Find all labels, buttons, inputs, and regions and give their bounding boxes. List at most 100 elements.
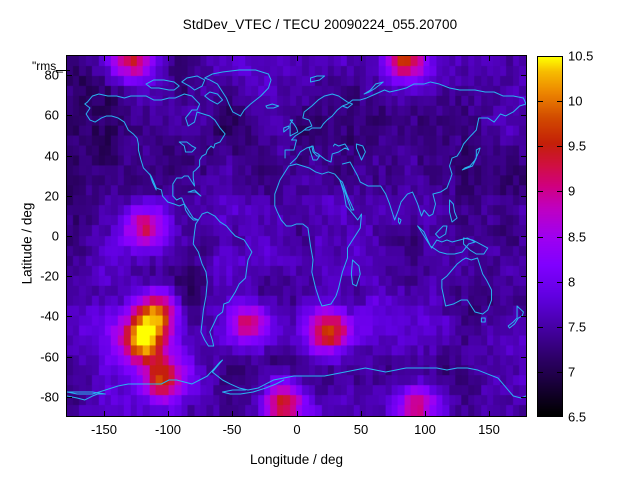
coastline-path (275, 164, 362, 306)
colorbar-tick-label: 10.5 (568, 48, 594, 64)
colorbar-tick (557, 101, 562, 102)
y-axis-tick (521, 236, 526, 237)
colorbar-tick-label: 7 (568, 364, 576, 380)
y-axis-tick (67, 196, 72, 197)
x-axis-tick (361, 56, 362, 61)
x-axis-tick-label: -100 (154, 422, 182, 437)
y-axis-tick (521, 357, 526, 358)
coastline-path (356, 144, 365, 160)
y-axis-title: Latitude / deg (19, 202, 35, 285)
coastline-path (290, 144, 349, 164)
coastline-path (223, 380, 284, 394)
coastline-path (182, 76, 205, 90)
y-axis-tick (67, 75, 72, 76)
coastline-path (462, 148, 480, 170)
y-axis-tick-label: 20 (44, 188, 59, 204)
coastline-path (85, 94, 225, 220)
y-axis-tick (67, 316, 72, 317)
colorbar-tick-label: 9 (568, 183, 576, 199)
coastline-path (266, 104, 279, 108)
y-axis-tick-label: -60 (40, 349, 59, 365)
coastline-path (481, 318, 485, 322)
coastline-path (150, 174, 156, 190)
y-axis-tick (67, 397, 72, 398)
coastline-path (508, 306, 523, 328)
colorbar (537, 56, 563, 417)
colorbar-tick-label: 7.5 (568, 319, 587, 335)
colorbar-tick-label: 9.5 (568, 138, 587, 154)
coastline-path (188, 190, 201, 196)
coastline-path (205, 70, 271, 116)
colorbar-tick (538, 327, 543, 328)
coastline-path (450, 200, 458, 222)
key-label-artifact: "rms_ (32, 59, 63, 73)
x-axis-tick (489, 411, 490, 416)
y-axis-tick (521, 156, 526, 157)
y-axis-tick-label: 0 (51, 228, 59, 244)
x-axis-tick (489, 56, 490, 61)
colorbar-tick (538, 237, 543, 238)
x-axis-tick-label: 50 (353, 422, 369, 437)
x-axis-tick (232, 411, 233, 416)
coastline-path (67, 360, 526, 398)
x-axis-tick (232, 56, 233, 61)
coastline-path (85, 104, 199, 220)
chart-title: StdDev_VTEC / TECU 20090224_055.20700 (182, 17, 458, 32)
coastline-path (435, 226, 446, 238)
x-axis-tick-label: -50 (222, 422, 242, 437)
coastline-path (311, 76, 325, 82)
coastline-path (398, 218, 401, 224)
x-axis-tick (425, 56, 426, 61)
colorbar-tick (538, 146, 543, 147)
coastline-path (340, 180, 354, 210)
y-axis-tick (67, 156, 72, 157)
y-axis-tick-label: -20 (40, 268, 59, 284)
x-axis-tick-label: 0 (293, 422, 301, 437)
y-axis-tick (67, 357, 72, 358)
colorbar-tick-label: 10 (568, 93, 583, 109)
x-axis-tick (104, 56, 105, 61)
key-sample-line-artifact (56, 70, 70, 71)
y-axis-tick (521, 276, 526, 277)
x-axis-tick-label: -150 (90, 422, 118, 437)
colorbar-tick-label: 8.5 (568, 229, 587, 245)
x-axis-tick (361, 411, 362, 416)
vtec-stddev-heatmap (67, 56, 526, 416)
coastline-path (205, 92, 223, 104)
x-axis-tick (168, 411, 169, 416)
colorbar-tick (538, 191, 543, 192)
y-axis-tick (67, 276, 72, 277)
colorbar-tick (557, 372, 562, 373)
coastline-overlay (67, 56, 526, 416)
y-axis-tick-label: 60 (44, 107, 59, 123)
coastline-path (351, 260, 360, 286)
coastline-path (67, 392, 105, 400)
y-axis-tick (67, 115, 72, 116)
coastline-path (309, 146, 319, 160)
x-axis-tick (104, 411, 105, 416)
coastline-path (442, 258, 492, 314)
colorbar-tick (538, 282, 543, 283)
coastline-path (193, 212, 252, 346)
y-axis-tick (521, 397, 526, 398)
x-axis-tick (297, 56, 298, 61)
coastline-path (284, 126, 289, 132)
colorbar-tick (538, 101, 543, 102)
y-axis-tick-label: -40 (40, 308, 59, 324)
coastline-path (146, 80, 179, 90)
colorbar-tick (557, 146, 562, 147)
colorbar-tick-label: 8 (568, 274, 576, 290)
coastline-path (342, 82, 526, 106)
coastline-path (290, 120, 298, 136)
x-axis-tick-label: 150 (478, 422, 500, 437)
y-axis-tick-label: -80 (40, 389, 59, 405)
colorbar-tick (557, 327, 562, 328)
x-axis-tick-label: 100 (414, 422, 436, 437)
coastline-path (342, 104, 526, 220)
colorbar-tick (557, 191, 562, 192)
y-axis-tick (521, 75, 526, 76)
x-axis-title: Longitude / deg (249, 452, 344, 467)
coastline-path (285, 94, 353, 158)
coastline-path (179, 142, 196, 152)
